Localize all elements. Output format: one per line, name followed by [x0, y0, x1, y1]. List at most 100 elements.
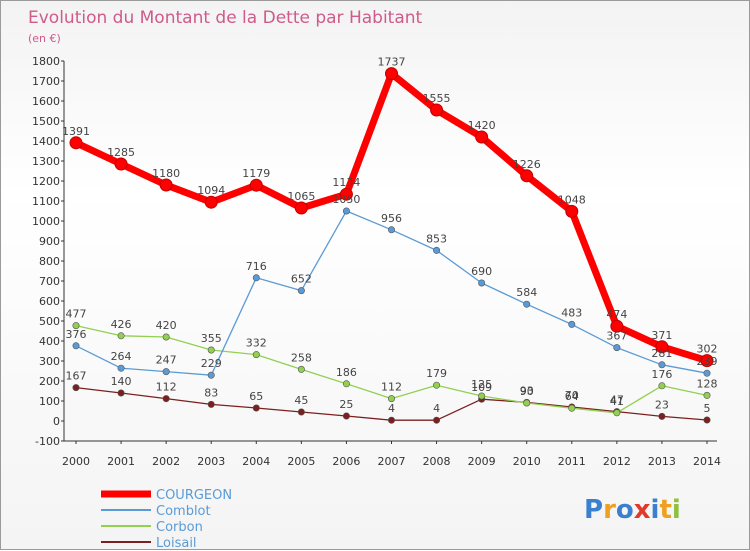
- data-label-corbon: 125: [471, 378, 492, 391]
- data-point-loisail: [252, 404, 260, 412]
- y-tick-label: 600: [39, 295, 60, 308]
- data-point-corbon: [658, 382, 666, 390]
- proxiti-logo: Proxiti: [584, 495, 681, 525]
- y-tick-label: 1700: [32, 75, 60, 88]
- data-point-comblot: [658, 361, 666, 369]
- data-point-courgeon: [339, 187, 353, 201]
- data-label-courgeon: 1065: [287, 190, 315, 203]
- data-label-comblot: 716: [246, 260, 267, 273]
- x-tick-label: 2013: [648, 455, 676, 468]
- data-label-courgeon: 1134: [332, 176, 360, 189]
- data-label-courgeon: 371: [651, 329, 672, 342]
- data-label-loisail: 23: [655, 398, 669, 411]
- data-label-courgeon: 1391: [62, 125, 90, 138]
- chart-title: Evolution du Montant de la Dette par Hab…: [28, 8, 423, 28]
- data-label-courgeon: 302: [697, 343, 718, 356]
- data-label-comblot: 247: [156, 354, 177, 367]
- data-label-comblot: 264: [111, 350, 132, 363]
- data-label-loisail: 70: [565, 389, 579, 402]
- data-point-comblot: [478, 279, 486, 287]
- y-tick-label: 1000: [32, 215, 60, 228]
- data-label-comblot: 281: [651, 347, 672, 360]
- axes: -100 0 100 200 300 400 500 600 700 800 900 1000 1100…: [32, 55, 721, 468]
- x-tick-label: 2009: [468, 455, 496, 468]
- data-label-loisail: 112: [156, 381, 177, 394]
- data-point-loisail: [387, 416, 395, 424]
- y-tick-label: 500: [39, 315, 60, 328]
- data-point-corbon: [703, 391, 711, 399]
- data-point-corbon: [207, 346, 215, 354]
- data-point-courgeon: [430, 103, 444, 117]
- series-layer: [69, 67, 714, 424]
- data-point-loisail: [342, 412, 350, 420]
- data-label-corbon: 179: [426, 367, 447, 380]
- data-label-loisail: 93: [520, 384, 534, 397]
- data-point-corbon: [72, 322, 80, 330]
- data-point-comblot: [117, 364, 125, 372]
- data-label-loisail: 65: [249, 390, 263, 403]
- data-point-loisail: [162, 395, 170, 403]
- data-label-comblot: 956: [381, 212, 402, 225]
- x-tick-label: 2014: [693, 455, 721, 468]
- data-label-comblot: 853: [426, 232, 447, 245]
- data-label-loisail: 167: [66, 370, 87, 383]
- proxiti-wordmark: Proxiti: [584, 495, 681, 525]
- y-tick-label: 1600: [32, 95, 60, 108]
- x-tick-label: 2005: [287, 455, 315, 468]
- data-label-corbon: 64: [565, 390, 579, 403]
- data-point-corbon: [613, 409, 621, 417]
- data-point-comblot: [252, 274, 260, 282]
- data-label-loisail: 140: [111, 375, 132, 388]
- y-tick-label: 400: [39, 335, 60, 348]
- data-label-comblot: 690: [471, 265, 492, 278]
- data-point-courgeon: [610, 319, 624, 333]
- data-label-loisail: 83: [204, 386, 218, 399]
- data-point-comblot: [207, 371, 215, 379]
- data-label-courgeon: 1094: [197, 184, 225, 197]
- x-tick-label: 2007: [378, 455, 406, 468]
- data-point-loisail: [433, 416, 441, 424]
- y-tick-label: 100: [39, 395, 60, 408]
- data-label-corbon: 186: [336, 366, 357, 379]
- data-point-comblot: [387, 226, 395, 234]
- y-tick-label: 1800: [32, 55, 60, 68]
- y-tick-label: 1500: [32, 115, 60, 128]
- data-label-comblot: 1050: [332, 193, 360, 206]
- data-label-courgeon: 1179: [242, 167, 270, 180]
- data-label-courgeon: 1226: [513, 158, 541, 171]
- data-point-comblot: [297, 287, 305, 295]
- data-point-courgeon: [385, 67, 398, 81]
- y-tick-label: 200: [39, 375, 60, 388]
- data-label-courgeon: 1180: [152, 167, 180, 180]
- y-tick-label: 900: [39, 235, 60, 248]
- data-label-comblot: 652: [291, 273, 312, 286]
- x-tick-label: 2004: [242, 455, 270, 468]
- x-tick-label: 2000: [62, 455, 90, 468]
- data-point-corbon: [117, 332, 125, 340]
- data-point-courgeon: [69, 136, 83, 150]
- data-label-loisail: 5: [704, 402, 711, 415]
- data-label-comblot: 367: [606, 330, 627, 343]
- data-point-courgeon: [655, 340, 669, 354]
- series-line-comblot: [75, 210, 708, 376]
- y-tick-label: 800: [39, 255, 60, 268]
- data-label-loisail: 47: [610, 394, 624, 407]
- data-point-courgeon: [520, 169, 534, 183]
- data-label-loisail: 45: [294, 394, 308, 407]
- data-label-corbon: 90: [520, 385, 534, 398]
- data-label-corbon: 477: [66, 308, 87, 321]
- data-point-corbon: [387, 395, 395, 403]
- data-point-comblot: [162, 368, 170, 376]
- data-point-comblot: [568, 320, 576, 328]
- data-label-corbon: 258: [291, 351, 312, 364]
- data-label-loisail: 4: [388, 402, 395, 415]
- data-point-corbon: [342, 380, 350, 388]
- chart-unit: (en €): [28, 32, 61, 45]
- data-point-courgeon: [114, 157, 128, 171]
- data-point-loisail: [658, 412, 666, 420]
- y-tick-label: -100: [35, 435, 60, 448]
- legend-label-loisail: Loisail: [156, 536, 197, 551]
- x-tick-label: 2003: [197, 455, 225, 468]
